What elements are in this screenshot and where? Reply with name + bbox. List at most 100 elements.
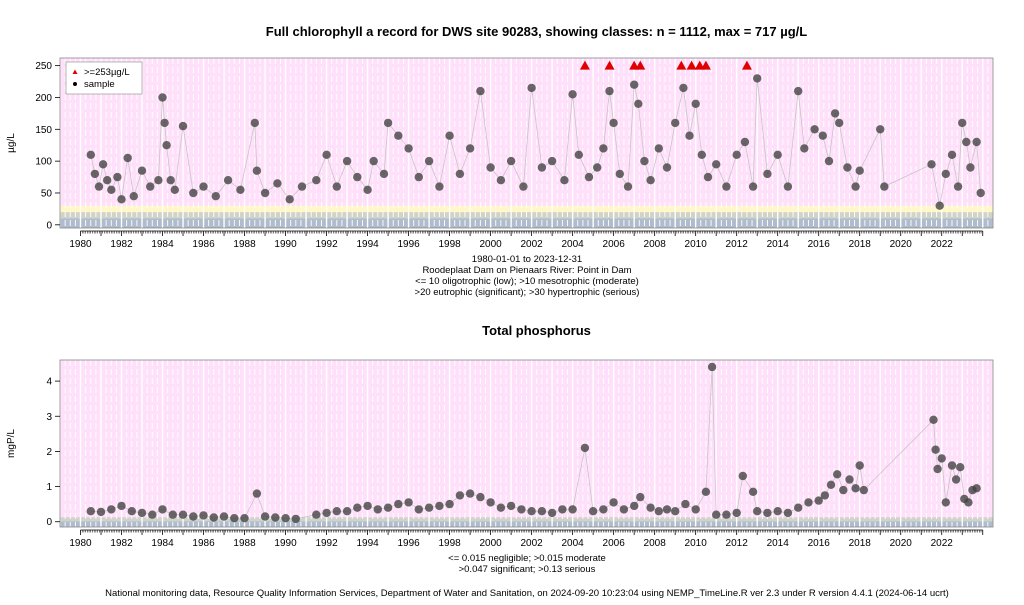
sample-point [236, 185, 245, 194]
sample-points [86, 362, 981, 524]
sample-points [86, 74, 985, 210]
sample-point [588, 507, 598, 516]
sample-point [435, 501, 444, 511]
series-line [90, 366, 977, 520]
sample-point [353, 172, 362, 182]
sample-point [86, 507, 96, 516]
sample-point [127, 507, 136, 516]
sample-point [117, 195, 126, 204]
sample-point [732, 508, 741, 518]
sample-point [956, 463, 965, 472]
sample-point [876, 125, 885, 134]
sample-point [794, 503, 803, 512]
sample-point [424, 156, 434, 166]
x-tick-label: 1992 [315, 239, 338, 250]
chart-caption: <= 0.015 negligible; >0.015 moderate [448, 553, 606, 564]
sample-point [703, 172, 713, 182]
x-tick-label: 2008 [644, 239, 667, 250]
sample-point [558, 505, 567, 514]
sample-point [931, 445, 940, 454]
sample-point [211, 192, 220, 201]
sample-point [630, 80, 639, 89]
x-tick-label: 1984 [151, 538, 174, 549]
y-tick-label: 3 [46, 412, 52, 423]
x-tick-label: 2012 [726, 538, 749, 549]
sample-point [209, 513, 218, 522]
sample-point [383, 503, 393, 512]
sample-point [445, 499, 454, 509]
sample-point [748, 487, 758, 496]
y-tick-label: 1 [46, 482, 52, 493]
chart-caption: >0.047 significant; >0.13 serious [459, 564, 596, 575]
sample-point [369, 156, 378, 166]
sample-point [312, 510, 321, 519]
sample-point [640, 156, 649, 166]
x-tick-label: 2022 [931, 239, 954, 250]
x-tick-label: 2006 [603, 239, 626, 250]
sample-point [820, 491, 830, 500]
sample-point [199, 182, 208, 191]
x-tick-label: 1988 [233, 239, 256, 250]
sample-point [972, 484, 981, 493]
sample-point [435, 182, 444, 191]
sample-point [285, 195, 294, 204]
sample-point [964, 498, 973, 507]
x-tick-label: 2018 [849, 239, 872, 250]
y-axis-label: µg/L [6, 133, 17, 153]
sample-point [654, 144, 663, 153]
sample-point [568, 505, 577, 514]
sample-point [166, 176, 175, 185]
sample-point [712, 160, 721, 169]
x-tick-label: 2014 [767, 239, 790, 250]
x-tick-label: 2020 [890, 239, 913, 250]
chart-title: Total phosphorus [482, 323, 591, 338]
legend-marker-exceed [72, 69, 78, 74]
sample-point [404, 144, 413, 153]
y-tick-label: 250 [35, 61, 52, 72]
exceedance-marker [604, 60, 615, 70]
sample-point [800, 144, 809, 153]
sample-point [260, 188, 270, 198]
sample-point [599, 505, 608, 514]
exceedance-marker [700, 60, 711, 70]
sample-point [671, 118, 680, 128]
sample-point [662, 163, 672, 172]
sample-point [465, 489, 475, 498]
sample-point [219, 512, 229, 521]
sample-point [476, 86, 485, 96]
sample-point [933, 464, 942, 474]
sample-point [609, 498, 618, 507]
sample-point [178, 510, 188, 519]
x-tick-label: 2010 [685, 538, 708, 549]
x-tick-label: 2002 [521, 538, 544, 549]
sample-point [646, 176, 655, 185]
sample-point [826, 480, 836, 489]
sample-point [830, 109, 840, 118]
sample-point [732, 150, 741, 159]
sample-point [424, 503, 434, 512]
sample-point [379, 169, 389, 179]
sample-point [486, 498, 495, 507]
phosphorus-chart: Total phosphorus mgP/L 0 1 2 3 4 1980 1982 1984 19… [6, 323, 994, 575]
sample-point [160, 118, 169, 128]
sample-point [363, 185, 372, 194]
sample-point [404, 498, 413, 507]
sample-point [880, 182, 889, 191]
sample-point [929, 415, 938, 424]
x-tick-label: 2010 [685, 239, 708, 250]
legend-entry: >=253µg/L [84, 67, 130, 78]
sample-point [605, 86, 614, 96]
sample-point [322, 150, 331, 159]
sample-point [962, 137, 971, 147]
sample-point [691, 505, 700, 514]
sample-point [414, 505, 423, 514]
sample-point [748, 182, 758, 191]
sample-point [843, 163, 852, 172]
sample-point [584, 172, 594, 182]
sample-point [835, 118, 844, 128]
sample-point [753, 74, 762, 83]
legend-entry: sample [84, 79, 115, 90]
sample-point [148, 510, 157, 519]
exceedance-marker [741, 60, 752, 70]
